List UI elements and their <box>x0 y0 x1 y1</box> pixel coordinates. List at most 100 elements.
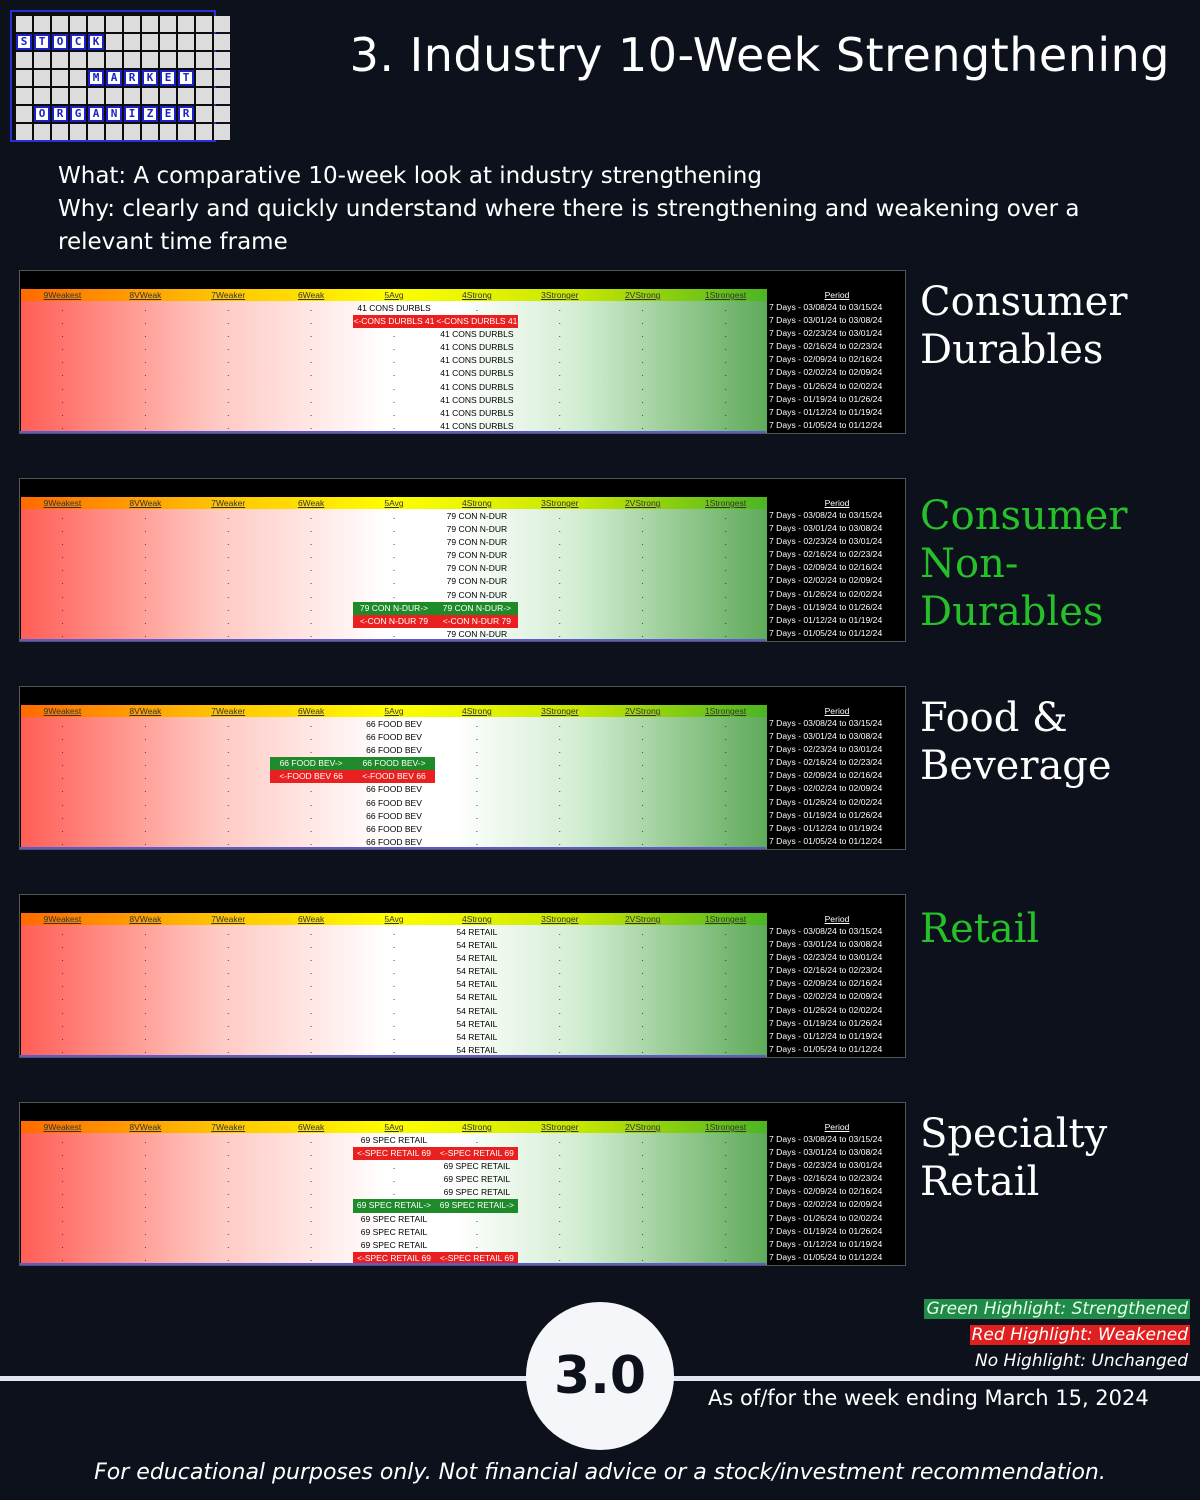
empty-cell: . <box>724 394 727 405</box>
industry-cell: 54 RETAIL <box>456 1031 498 1042</box>
empty-cell: . <box>475 810 479 821</box>
week-row: ..... 54 RETAIL... <box>21 952 767 965</box>
period-label: 7 Days - 01/26/24 to 02/02/24 <box>769 380 883 391</box>
logo-cell: E <box>160 106 176 122</box>
empty-cell: . <box>724 758 727 769</box>
period-label: 7 Days - 01/19/24 to 01/26/24 <box>769 1225 883 1236</box>
empty-cell: . <box>558 394 562 405</box>
empty-cell: . <box>641 784 644 795</box>
empty-cell: . <box>61 1174 64 1185</box>
logo-cell <box>160 16 176 32</box>
empty-cell: . <box>309 1213 313 1224</box>
empty-cell: . <box>641 589 644 600</box>
period-label: 7 Days - 02/02/24 to 02/09/24 <box>769 1199 883 1210</box>
empty-cell: . <box>226 1213 230 1224</box>
empty-cell: . <box>392 355 396 366</box>
logo-cell <box>178 52 194 68</box>
empty-cell: . <box>144 927 147 937</box>
empty-cell: . <box>724 823 727 834</box>
empty-cell: . <box>558 602 562 613</box>
period-label: 7 Days - 01/19/24 to 01/26/24 <box>769 1017 883 1028</box>
period-label: 7 Days - 02/16/24 to 02/23/24 <box>769 549 883 560</box>
empty-cell: . <box>226 1161 230 1172</box>
empty-cell: . <box>61 1187 64 1198</box>
weakened-cell: <-CONS DURBLS 41 <box>352 315 436 329</box>
empty-cell: . <box>144 732 147 743</box>
logo-cell <box>124 124 140 140</box>
empty-cell: . <box>61 537 64 548</box>
empty-cell: . <box>558 589 562 600</box>
empty-cell: . <box>641 745 644 756</box>
empty-cell: . <box>144 1239 147 1250</box>
column-header: 5Avg <box>384 290 404 300</box>
empty-cell: . <box>61 771 64 782</box>
period-label: 7 Days - 03/08/24 to 03/15/24 <box>769 926 883 936</box>
period-column: Period 7 Days - 03/08/24 to 03/15/24 7 Day… <box>769 913 905 1056</box>
empty-cell: . <box>226 1005 230 1016</box>
week-row: .... <-CON N-DUR 79 <-CON N-DUR 79... <box>21 614 767 628</box>
empty-cell: . <box>144 940 147 951</box>
empty-cell: . <box>61 381 64 392</box>
industry-table: 9Weakest 8VWeak 7Weaker 6Weak 5Avg 4Strong 3St… <box>19 1102 906 1266</box>
logo-cell <box>16 52 32 68</box>
logo-cell <box>52 52 68 68</box>
column-header: 7Weaker <box>211 498 246 508</box>
empty-cell: . <box>558 420 562 431</box>
empty-cell: . <box>641 407 644 418</box>
empty-cell: . <box>309 316 313 327</box>
empty-cell: . <box>558 1044 562 1055</box>
period-label: 7 Days - 01/26/24 to 02/02/24 <box>769 1004 883 1015</box>
empty-cell: . <box>309 355 313 366</box>
empty-cell: . <box>226 771 230 782</box>
weakened-cell: <-CON N-DUR 79 <box>352 614 436 628</box>
empty-cell: . <box>392 940 396 951</box>
empty-cell: . <box>144 1200 147 1211</box>
week-row: ..... 54 RETAIL... <box>21 1005 767 1018</box>
logo-cell <box>88 52 104 68</box>
industry-cell: 66 FOOD BEV <box>366 836 422 847</box>
industry-cell: 66 FOOD BEV <box>366 797 422 808</box>
empty-cell: . <box>475 823 479 834</box>
empty-cell: . <box>475 771 479 782</box>
logo-cell <box>160 34 176 50</box>
period-label: 7 Days - 02/16/24 to 02/23/24 <box>769 1173 883 1184</box>
empty-cell: . <box>226 511 230 521</box>
strengthened-cell: 66 FOOD BEV-> <box>352 757 436 771</box>
industry-name: Consumer Non-Durables <box>920 493 1128 635</box>
empty-cell: . <box>724 511 727 521</box>
period-label: 7 Days - 01/12/24 to 01/19/24 <box>769 822 883 833</box>
empty-cell: . <box>309 303 313 313</box>
logo-cell <box>196 16 212 32</box>
empty-cell: . <box>144 342 147 353</box>
industry-cell: 66 FOOD BEV <box>366 810 422 821</box>
empty-cell: . <box>724 1005 727 1016</box>
week-row: ..... 69 SPEC RETAIL... <box>21 1160 767 1173</box>
column-header: 4Strong <box>462 498 492 508</box>
empty-cell: . <box>61 589 64 600</box>
week-row: .... 69 SPEC RETAIL-> 69 SPEC RETAIL->... <box>21 1199 767 1213</box>
empty-cell: . <box>724 927 727 937</box>
industry-cell: 41 CONS DURBLS <box>440 329 514 340</box>
logo-cell <box>196 70 212 86</box>
period-label: 7 Days - 01/05/24 to 01/12/24 <box>769 1043 883 1054</box>
empty-cell: . <box>558 836 562 847</box>
period-label: 7 Days - 01/12/24 to 01/19/24 <box>769 614 883 625</box>
industry-cell: 79 CON N-DUR <box>446 576 508 587</box>
why-text: Why: clearly and quickly understand wher… <box>58 196 1080 255</box>
empty-cell: . <box>392 1018 396 1029</box>
empty-cell: . <box>309 589 313 600</box>
week-row: ..... 41 CONS DURBLS... <box>21 328 767 341</box>
logo-cell <box>142 16 158 32</box>
empty-cell: . <box>475 784 479 795</box>
logo-cell <box>214 106 230 122</box>
empty-cell: . <box>641 940 644 951</box>
column-header: 1Strongest <box>705 290 747 300</box>
empty-cell: . <box>144 576 147 587</box>
empty-cell: . <box>226 797 230 808</box>
empty-cell: . <box>641 823 644 834</box>
empty-cell: . <box>226 329 230 340</box>
period-label: 7 Days - 02/16/24 to 02/23/24 <box>769 757 883 768</box>
empty-cell: . <box>309 1148 313 1159</box>
empty-cell: . <box>144 1161 147 1172</box>
empty-cell: . <box>144 1044 147 1055</box>
